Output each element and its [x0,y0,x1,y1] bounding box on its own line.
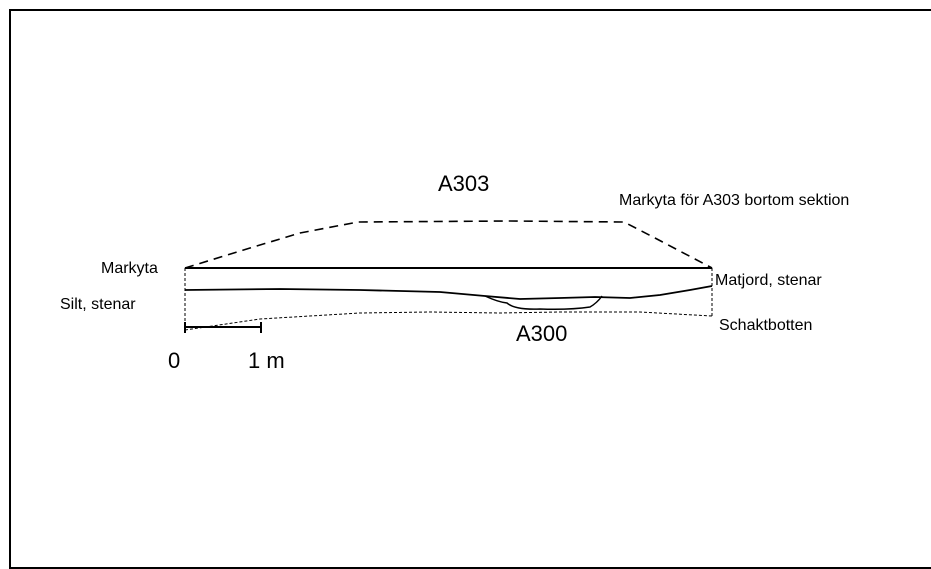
label-trench-bottom: Schaktbotten [719,317,813,334]
trench-bottom-line [184,311,713,331]
topsoil-boundary-line [184,285,713,300]
section-drawing [184,220,713,333]
feature-label-a300: A300 [516,321,568,346]
feature-label-a303: A303 [438,171,490,196]
label-ground-beyond: Markyta för A303 bortom sektion [619,192,850,209]
label-silt: Silt, stenar [60,296,136,313]
scale-label-zero: 0 [168,348,181,373]
label-ground-surface: Markyta [101,260,158,277]
a303-beyond-profile [184,220,713,269]
a300-pit-outline [484,295,603,310]
label-topsoil: Matjord, stenar [715,272,822,289]
scale-label-one-meter: 1 m [248,348,285,373]
